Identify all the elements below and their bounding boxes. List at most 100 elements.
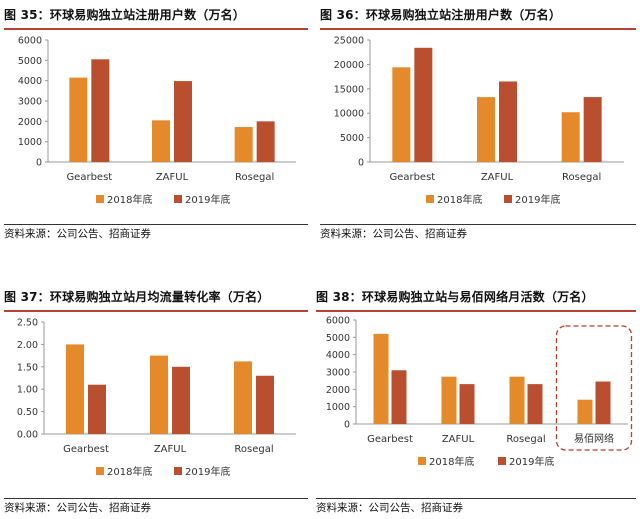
legend-label: 2019年底: [509, 455, 554, 468]
y-tick-label: 15000: [334, 84, 364, 95]
y-tick-label: 2.50: [17, 318, 38, 329]
y-tick-label: 2000: [326, 385, 350, 396]
y-tick-label: 2000: [18, 117, 42, 128]
bar-chart-36: 0 5000 10000 15000 20000 25000 Gearbest ZAFUL Ro…: [334, 36, 624, 206]
source-note: 资料来源：公司公告、招商证券: [4, 502, 151, 514]
y-tick-label: 3000: [18, 97, 42, 108]
y-tick-label: 25000: [334, 36, 364, 47]
bar-2019: [583, 97, 602, 162]
y-tick-label: 4000: [18, 76, 42, 87]
bar-2018: [69, 77, 88, 162]
category-label: Gearbest: [66, 172, 112, 183]
bar-2019: [256, 375, 274, 434]
bar-2019: [391, 370, 407, 424]
category-label: 易佰网络: [574, 432, 614, 445]
legend-swatch: [96, 467, 104, 475]
y-tick-label: 1.50: [17, 362, 38, 373]
chart-title: 图 37：环球易购独立站月均流量转化率（万名）: [4, 290, 270, 304]
source-note: 资料来源：公司公告、招商证券: [316, 502, 463, 514]
bar-2019: [595, 381, 611, 424]
category-label: Gearbest: [389, 172, 435, 183]
category-label: Rosegal: [506, 434, 545, 445]
category-label: ZAFUL: [154, 444, 187, 455]
bar-2018: [66, 344, 84, 434]
y-tick-label: 5000: [340, 133, 364, 144]
bar-2019: [256, 121, 275, 162]
bar-2018: [392, 67, 411, 162]
chart-title: 图 36：环球易购独立站注册用户数（万名）: [320, 8, 562, 22]
source-rule: [4, 498, 308, 499]
bar-chart-38: 0 1000 2000 3000 4000 5000 6000 Gearbest ZAFUL Ro…: [326, 316, 633, 468]
y-tick-label: 20000: [334, 60, 364, 71]
y-tick-label: 1.00: [17, 385, 38, 396]
source-rule: [320, 224, 636, 225]
bar-2019: [414, 47, 433, 162]
source-rule: [316, 498, 636, 499]
bar-2018: [373, 333, 389, 424]
bar-2018: [477, 97, 495, 162]
category-label: Rosegal: [235, 172, 274, 183]
category-label: Gearbest: [367, 434, 413, 445]
bar-2019: [172, 366, 190, 434]
title-rule: [320, 28, 636, 30]
y-tick-label: 0.50: [17, 407, 38, 418]
y-tick-label: 5000: [326, 333, 350, 344]
bar-2018: [441, 376, 457, 424]
bar-2018: [234, 361, 252, 434]
bar-2019: [91, 59, 110, 162]
legend-swatch: [174, 467, 182, 475]
bar-2019: [527, 384, 543, 424]
y-tick-label: 6000: [18, 36, 42, 47]
y-tick-label: 2.00: [17, 340, 38, 351]
category-label: ZAFUL: [481, 172, 514, 183]
y-tick-label: 10000: [334, 109, 364, 120]
legend-swatch: [504, 195, 512, 203]
chart-panel-37: 图 37：环球易购独立站月均流量转化率（万名） 0.00 0.50 1.00 1.50…: [4, 286, 308, 518]
legend-label: 2019年底: [185, 465, 230, 478]
bar-2019: [88, 384, 106, 434]
legend-swatch: [426, 195, 434, 203]
legend-label: 2018年底: [429, 455, 474, 468]
bar-2019: [499, 81, 517, 162]
legend-swatch: [498, 457, 506, 465]
chart-title: 图 35：环球易购独立站注册用户数（万名）: [4, 8, 246, 22]
legend-label: 2019年底: [515, 193, 560, 206]
y-tick-label: 1000: [18, 137, 42, 148]
chart-panel-38: 图 38：环球易购独立站与易佰网络月活数（万名） 0 1000 2000 3000 40…: [316, 286, 636, 518]
bar-2018: [150, 355, 168, 434]
chart-title: 图 38：环球易购独立站与易佰网络月活数（万名）: [316, 290, 594, 304]
category-label: Rosegal: [234, 444, 273, 455]
y-tick-label: 6000: [326, 316, 350, 327]
legend-swatch: [174, 195, 182, 203]
source-rule: [4, 224, 308, 225]
chart-panel-35: 图 35：环球易购独立站注册用户数（万名） 0 1000 2000 3000 4000 5…: [4, 4, 308, 244]
legend-swatch: [418, 457, 426, 465]
source-note: 资料来源：公司公告、招商证券: [4, 228, 151, 240]
title-rule: [4, 310, 308, 312]
bar-2019: [459, 384, 475, 424]
highlight-box: [555, 325, 633, 451]
y-tick-label: 5000: [18, 56, 42, 67]
chart-panel-36: 图 36：环球易购独立站注册用户数（万名） 0 5000 10000 15000 200…: [320, 4, 636, 244]
bar-2019: [174, 81, 192, 162]
bar-2018: [509, 376, 525, 424]
legend-label: 2019年底: [185, 193, 230, 206]
bar-2018: [577, 399, 593, 424]
y-tick-label: 3000: [326, 368, 350, 379]
title-rule: [316, 310, 636, 312]
y-tick-label: 0: [36, 158, 42, 169]
bar-2018: [561, 112, 580, 162]
bar-chart-37: 0.00 0.50 1.00 1.50 2.00 2.50 Gearbest ZAFUL Ros…: [17, 318, 296, 478]
bar-2018: [234, 127, 253, 162]
legend-label: 2018年底: [107, 465, 152, 478]
bar-2018: [152, 120, 170, 162]
y-tick-label: 0.00: [17, 430, 38, 441]
source-note: 资料来源：公司公告、招商证券: [320, 228, 467, 240]
y-tick-label: 4000: [326, 350, 350, 361]
category-label: ZAFUL: [442, 434, 475, 445]
bar-chart-35: 0 1000 2000 3000 4000 5000 6000 Gearbest ZAFUL Ro…: [18, 36, 296, 206]
legend-label: 2018年底: [437, 193, 482, 206]
legend-swatch: [96, 195, 104, 203]
category-label: ZAFUL: [156, 172, 189, 183]
category-label: Rosegal: [562, 172, 601, 183]
